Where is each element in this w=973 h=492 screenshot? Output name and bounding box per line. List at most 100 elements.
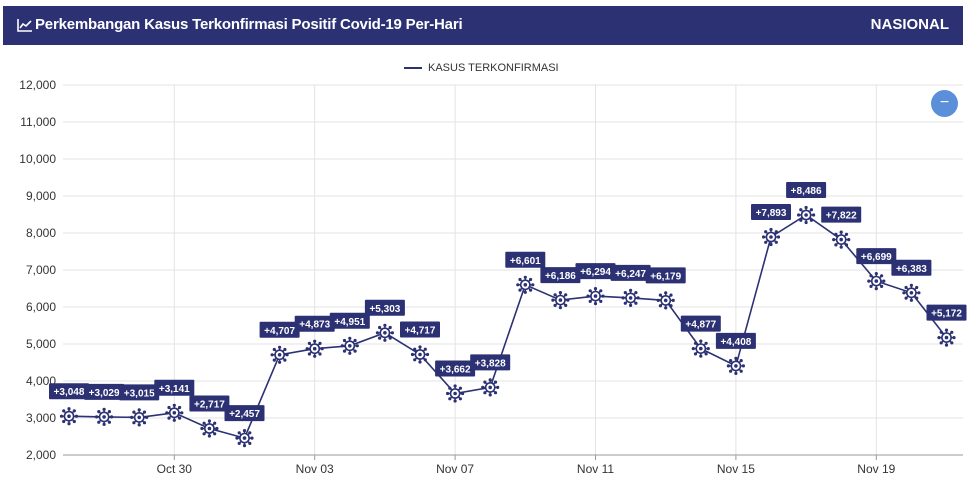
y-tick-label: 9,000 bbox=[26, 189, 56, 203]
virus-marker-icon bbox=[235, 429, 254, 448]
y-tick-label: 5,000 bbox=[26, 337, 56, 351]
x-tick-label: Nov 07 bbox=[436, 462, 474, 476]
svg-text:+3,048: +3,048 bbox=[54, 387, 85, 398]
chart-legend[interactable]: KASUS TERKONFIRMASI bbox=[404, 62, 559, 74]
virus-marker-icon bbox=[516, 275, 535, 294]
line-chart-icon bbox=[17, 18, 32, 32]
virus-marker-icon bbox=[59, 407, 79, 426]
svg-text:+3,029: +3,029 bbox=[89, 388, 120, 399]
data-label: +3,029 bbox=[84, 383, 125, 400]
region-label: NASIONAL bbox=[870, 16, 949, 33]
svg-text:+4,408: +4,408 bbox=[720, 337, 751, 348]
svg-text:+6,294: +6,294 bbox=[580, 267, 611, 278]
data-label: +6,601 bbox=[505, 251, 546, 268]
svg-text:+6,179: +6,179 bbox=[650, 271, 681, 282]
chart-header: Perkembangan Kasus Terkonfirmasi Positif… bbox=[3, 6, 963, 45]
x-tick-label: Nov 11 bbox=[577, 462, 614, 476]
data-label: +3,828 bbox=[470, 354, 511, 371]
virus-marker-icon bbox=[340, 336, 359, 355]
series-line bbox=[68, 214, 948, 440]
virus-marker-icon bbox=[867, 272, 886, 291]
virus-marker-icon bbox=[95, 407, 114, 426]
virus-marker-icon bbox=[481, 378, 500, 397]
y-tick-label: 11,000 bbox=[20, 115, 56, 129]
x-tick-label: Nov 19 bbox=[857, 462, 895, 476]
data-label: +6,699 bbox=[856, 248, 897, 265]
series-path bbox=[68, 214, 948, 440]
svg-text:+6,186: +6,186 bbox=[545, 271, 576, 282]
data-label: +4,877 bbox=[680, 315, 721, 332]
virus-marker-icon bbox=[410, 345, 430, 364]
virus-marker-icon bbox=[130, 408, 149, 427]
virus-marker-icon bbox=[937, 328, 956, 347]
y-tick-label: 2,000 bbox=[26, 448, 56, 462]
virus-marker-icon bbox=[797, 205, 816, 225]
data-label: +5,172 bbox=[926, 304, 967, 321]
svg-text:+5,303: +5,303 bbox=[369, 304, 400, 315]
svg-text:+4,873: +4,873 bbox=[299, 320, 330, 331]
svg-text:+4,951: +4,951 bbox=[334, 317, 365, 328]
data-labels: +3,048 +3,029 +3,015 +3,141 +2,717 +2,457 +4,7… bbox=[49, 182, 967, 422]
svg-text:+6,383: +6,383 bbox=[896, 264, 927, 275]
chart-title-text: Perkembangan Kasus Terkonfirmasi Positif… bbox=[35, 16, 463, 33]
virus-marker-icon bbox=[832, 230, 851, 249]
svg-text:+3,015: +3,015 bbox=[124, 388, 155, 399]
svg-text:+4,707: +4,707 bbox=[264, 326, 295, 337]
svg-text:+6,601: +6,601 bbox=[510, 256, 541, 267]
virus-marker-icon bbox=[621, 288, 640, 307]
x-tick-label: Nov 03 bbox=[296, 462, 334, 476]
data-label: +2,457 bbox=[224, 405, 265, 422]
virus-marker-icon bbox=[446, 384, 465, 403]
virus-marker-icon bbox=[200, 419, 219, 438]
virus-marker-icon bbox=[375, 323, 394, 342]
svg-text:+3,141: +3,141 bbox=[159, 384, 190, 395]
virus-marker-icon bbox=[305, 339, 324, 358]
virus-marker-icon bbox=[691, 339, 710, 358]
svg-text:+8,486: +8,486 bbox=[791, 186, 822, 197]
virus-marker-icon bbox=[761, 227, 781, 247]
data-label: +3,015 bbox=[119, 384, 160, 401]
svg-text:+2,717: +2,717 bbox=[194, 400, 225, 411]
virus-marker-icon bbox=[586, 287, 605, 306]
data-label: +2,717 bbox=[189, 395, 230, 412]
data-label: +3,048 bbox=[49, 383, 89, 400]
data-label: +4,873 bbox=[294, 315, 335, 332]
x-axis: Oct 30 Nov 03 Nov 07 Nov 11 Nov 15 Nov 19 bbox=[63, 454, 963, 476]
svg-text:+2,457: +2,457 bbox=[229, 409, 260, 420]
y-tick-label: 4,000 bbox=[26, 374, 56, 388]
virus-marker-icon bbox=[902, 283, 921, 302]
virus-marker-icon bbox=[656, 291, 675, 310]
data-label: +4,408 bbox=[715, 332, 756, 349]
virus-marker-icon bbox=[551, 291, 570, 310]
data-label: +7,893 bbox=[751, 204, 791, 220]
chart-title: Perkembangan Kasus Terkonfirmasi Positif… bbox=[17, 16, 463, 33]
svg-text:+4,717: +4,717 bbox=[405, 326, 436, 337]
x-tick-label: Oct 30 bbox=[157, 462, 193, 476]
y-tick-label: 3,000 bbox=[26, 411, 56, 425]
y-tick-label: 8,000 bbox=[26, 226, 56, 240]
y-axis: 2,000 3,000 4,000 5,000 6,000 7,000 8,000 9,000… bbox=[19, 78, 56, 462]
y-tick-label: 6,000 bbox=[26, 300, 56, 314]
data-label: +4,717 bbox=[400, 321, 440, 338]
data-label: +3,141 bbox=[154, 379, 195, 396]
data-label: +8,486 bbox=[786, 182, 827, 198]
svg-text:+5,172: +5,172 bbox=[931, 309, 962, 320]
data-label: +3,662 bbox=[435, 360, 476, 377]
svg-text:+7,893: +7,893 bbox=[756, 208, 787, 219]
data-label: +5,303 bbox=[364, 299, 405, 316]
y-tick-label: 12,000 bbox=[19, 78, 56, 92]
svg-text:+6,247: +6,247 bbox=[615, 269, 646, 280]
data-label: +6,383 bbox=[891, 259, 932, 276]
svg-text:+3,662: +3,662 bbox=[440, 365, 471, 376]
svg-text:+3,828: +3,828 bbox=[475, 358, 506, 369]
svg-text:+4,877: +4,877 bbox=[685, 320, 716, 331]
svg-text:+6,699: +6,699 bbox=[861, 252, 892, 263]
legend-label: KASUS TERKONFIRMASI bbox=[428, 62, 559, 74]
data-label: +6,186 bbox=[540, 267, 581, 284]
zoom-out-button[interactable]: − bbox=[931, 90, 958, 117]
x-tick-label: Nov 15 bbox=[717, 462, 755, 476]
data-label: +4,951 bbox=[329, 312, 370, 329]
data-label: +4,707 bbox=[259, 321, 300, 338]
y-tick-label: 10,000 bbox=[19, 152, 56, 166]
